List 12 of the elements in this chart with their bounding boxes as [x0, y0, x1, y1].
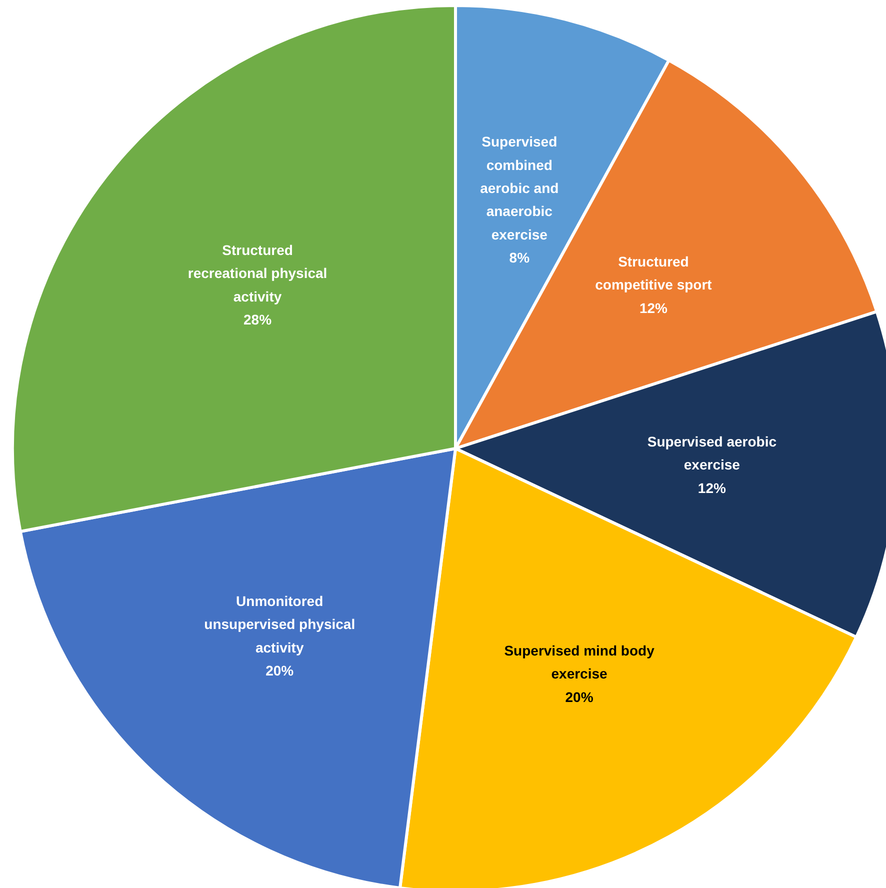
- slice-label: Unmonitored unsupervised physical activity: [204, 593, 356, 656]
- data-label: 8%: [509, 250, 530, 266]
- data-label: 12%: [639, 300, 668, 316]
- slice-label: Supervised combined aerobic and anaerobic exercise: [480, 134, 559, 242]
- slice-label: Supervised aerobic exercise: [647, 433, 777, 473]
- data-label: 28%: [244, 312, 272, 328]
- slice-label: Supervised mind body exercise: [504, 642, 655, 682]
- data-label: 20%: [266, 662, 294, 679]
- slice-label: Structured recreational physical activity: [188, 242, 328, 304]
- data-label: 20%: [565, 688, 594, 705]
- data-label: 12%: [698, 480, 726, 496]
- slice-label: Structured competitive sport: [595, 254, 712, 293]
